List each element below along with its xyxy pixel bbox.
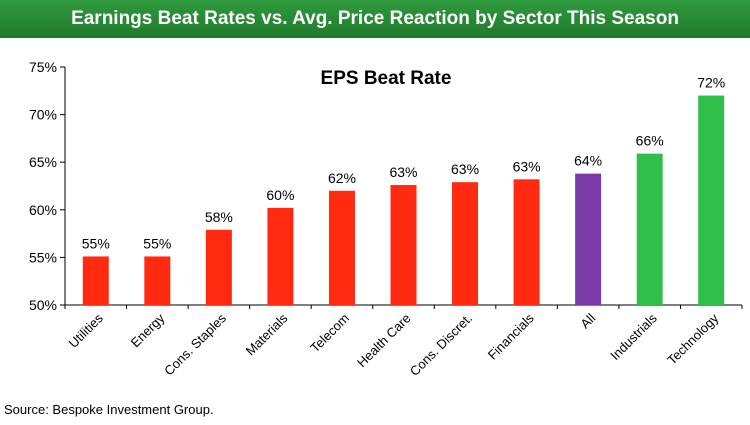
chart-banner-title: Earnings Beat Rates vs. Avg. Price React… <box>0 0 750 38</box>
category-label: Energy <box>128 310 168 350</box>
bar <box>267 207 294 305</box>
bar <box>144 256 171 305</box>
bar <box>513 179 540 305</box>
bar <box>205 229 232 305</box>
y-tick-label: 70% <box>29 107 57 123</box>
y-tick-label: 60% <box>29 202 57 218</box>
source-note: Source: Bespoke Investment Group. <box>4 402 214 417</box>
category-label: Materials <box>243 310 291 358</box>
bar <box>636 153 663 305</box>
category-label: Telecom <box>307 311 352 356</box>
y-tick-label: 75% <box>29 59 57 75</box>
data-label: 66% <box>636 133 664 149</box>
data-label: 55% <box>82 235 110 251</box>
data-label: 72% <box>697 75 725 91</box>
y-tick-label: 55% <box>29 249 57 265</box>
category-label: Financials <box>485 310 537 362</box>
category-label: All <box>577 310 598 331</box>
bar <box>452 182 479 305</box>
data-label: 63% <box>513 158 541 174</box>
bar <box>698 95 725 305</box>
y-tick-label: 65% <box>29 154 57 170</box>
data-label: 62% <box>328 170 356 186</box>
category-label: Health Care <box>354 311 414 371</box>
bar <box>82 256 109 305</box>
data-label: 58% <box>205 209 233 225</box>
category-label: Industrials <box>607 310 660 363</box>
category-label: Cons. Staples <box>161 310 229 378</box>
data-label: 63% <box>451 161 479 177</box>
eps-beat-rate-chart: 50% 55% 60% 65% 70% 75% EPS Beat Rate 55% Utilit… <box>29 59 743 379</box>
bar <box>328 190 355 305</box>
category-label: Technology <box>664 310 721 367</box>
chart-title: EPS Beat Rate <box>321 68 452 89</box>
data-label: 63% <box>389 164 417 180</box>
bar <box>390 185 417 305</box>
category-label: Utilities <box>66 310 107 351</box>
data-label: 64% <box>574 153 602 169</box>
bar <box>575 173 602 305</box>
y-tick-label: 50% <box>29 297 57 313</box>
data-label: 55% <box>143 235 171 251</box>
data-label: 60% <box>266 187 294 203</box>
category-label: Cons. Discret. <box>407 311 475 379</box>
